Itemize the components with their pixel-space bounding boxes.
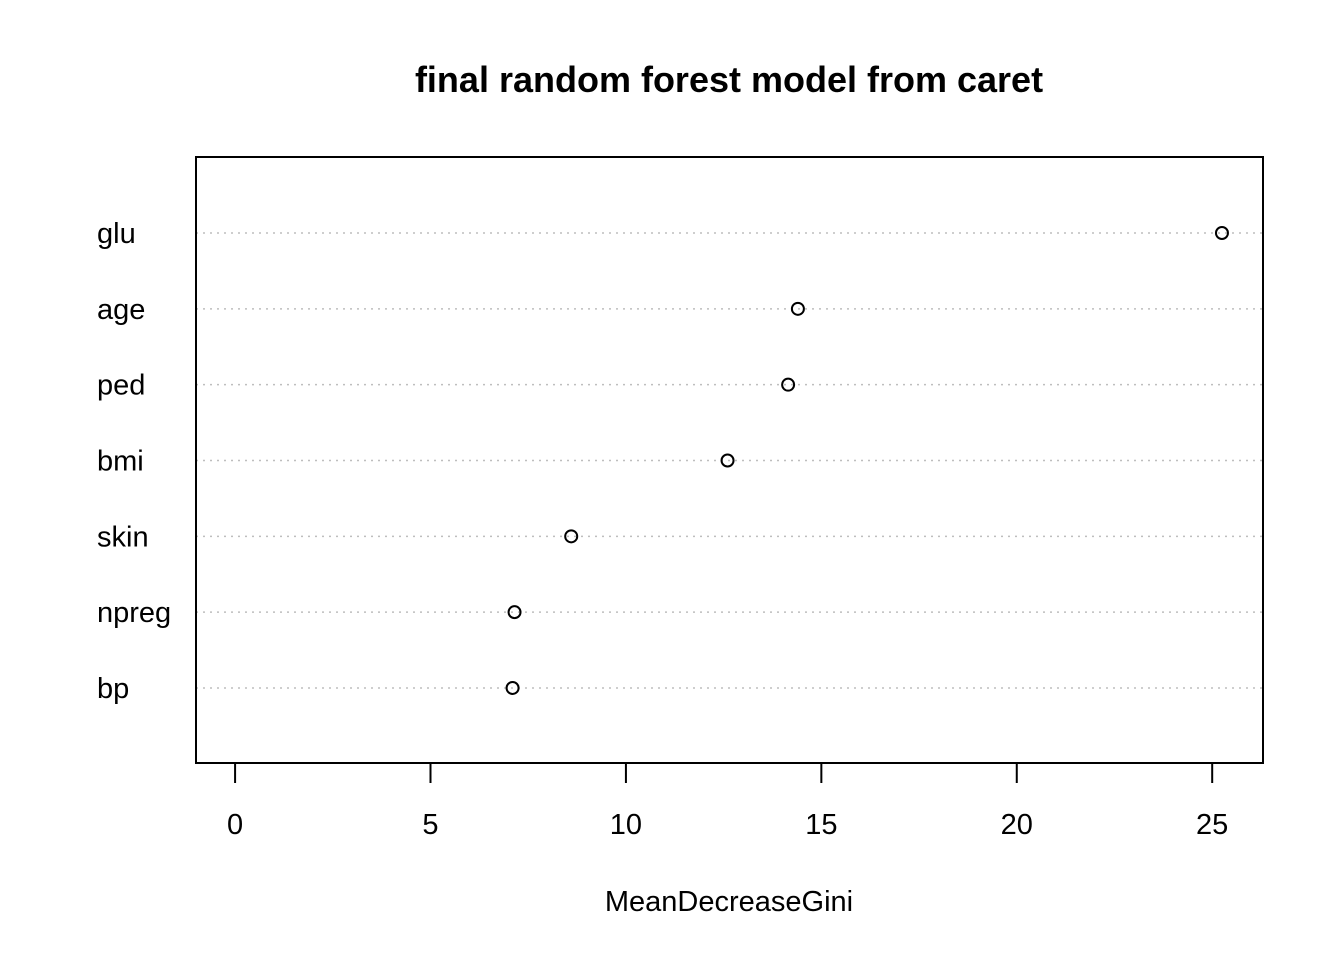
x-tick-label-15: 15 <box>805 809 837 841</box>
data-point-bmi <box>720 453 735 468</box>
category-label-bp: bp <box>97 673 129 705</box>
data-point-glu <box>1214 226 1229 240</box>
category-label-npreg: npreg <box>97 597 171 629</box>
category-label-glu: glu <box>97 218 136 250</box>
chart-title: final random forest model from caret <box>415 59 1043 100</box>
data-point-bp <box>505 680 520 695</box>
category-label-ped: ped <box>97 370 145 402</box>
category-label-age: age <box>97 294 145 326</box>
category-labels: glu age ped bmi skin npreg bp <box>97 218 171 705</box>
grid-lines <box>196 232 1263 689</box>
category-label-bmi: bmi <box>97 445 144 477</box>
data-point-npreg <box>507 605 522 620</box>
x-tick-label-10: 10 <box>610 809 642 841</box>
data-point-age <box>790 301 805 316</box>
x-tick-label-0: 0 <box>227 809 243 841</box>
x-tick-label-20: 20 <box>1001 809 1033 841</box>
category-label-skin: skin <box>97 521 149 553</box>
data-point-skin <box>564 529 579 544</box>
data-points <box>505 226 1229 695</box>
x-tick-label-25: 25 <box>1196 809 1228 841</box>
x-tick-label-5: 5 <box>422 809 438 841</box>
x-axis: 0 5 10 15 20 25 <box>227 762 1228 841</box>
data-point-ped <box>781 377 796 392</box>
x-axis-label: MeanDecreaseGini <box>605 886 853 918</box>
